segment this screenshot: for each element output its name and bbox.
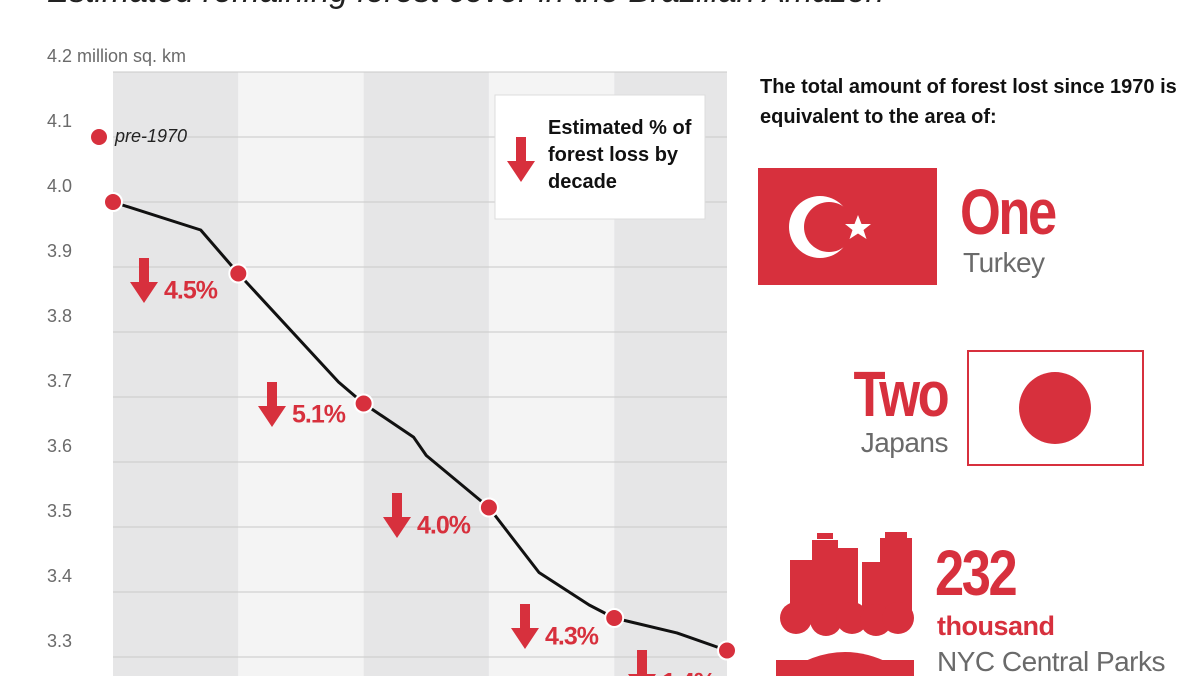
decade-marker bbox=[228, 263, 249, 284]
decade-band bbox=[238, 72, 364, 676]
decade-band bbox=[113, 72, 239, 676]
pre-1970-marker bbox=[91, 129, 107, 145]
y-tick-label: 3.4 bbox=[47, 566, 72, 586]
comparison-scale: thousand bbox=[937, 611, 1055, 641]
y-tick-label: 3.7 bbox=[47, 371, 72, 391]
decade-marker bbox=[103, 192, 123, 212]
decade-marker bbox=[478, 497, 499, 518]
decade-loss: 4.3% bbox=[511, 604, 600, 651]
park-icon bbox=[776, 532, 914, 676]
decade-loss-label: 5.1% bbox=[292, 401, 346, 429]
japan-flag bbox=[967, 350, 1144, 466]
turkey-flag bbox=[758, 168, 937, 285]
y-tick-label: 3.8 bbox=[47, 306, 72, 326]
down-arrow bbox=[258, 382, 286, 427]
y-tick-label: 3.5 bbox=[47, 501, 72, 521]
comparison-unit: Japans bbox=[860, 427, 949, 458]
y-tick-label: 3.6 bbox=[47, 436, 72, 456]
comparison-unit: Turkey bbox=[963, 247, 1045, 278]
decade-loss-label: 4.5% bbox=[164, 277, 218, 305]
chart-title: Estimated remaining forest cover in the … bbox=[47, 0, 884, 9]
y-tick-label: 4.2 million sq. km bbox=[47, 46, 186, 66]
pre-1970-label: pre-1970 bbox=[114, 126, 187, 146]
decade-band bbox=[363, 72, 489, 676]
decade-loss-label: 1.4% bbox=[662, 669, 716, 676]
decade-marker bbox=[717, 640, 737, 661]
decade-marker bbox=[604, 608, 625, 628]
comparison-count: Two bbox=[853, 358, 949, 430]
y-tick-label: 3.9 bbox=[47, 241, 72, 261]
y-tick-label: 4.1 bbox=[47, 111, 72, 131]
decade-loss: 4.5% bbox=[130, 258, 219, 305]
legend-box bbox=[494, 94, 706, 220]
decade-loss-label: 4.3% bbox=[545, 623, 599, 651]
down-arrow bbox=[628, 650, 656, 676]
decade-loss: 1.4% bbox=[628, 650, 717, 676]
comparison-count: 232 bbox=[935, 537, 1018, 609]
legend-text: Estimated % of forest loss by decade bbox=[548, 117, 692, 193]
comparison-unit: NYC Central Parks bbox=[937, 646, 1166, 676]
decade-loss: 4.0% bbox=[383, 493, 472, 540]
y-tick-label: 4.0 bbox=[47, 176, 72, 196]
down-arrow bbox=[511, 604, 539, 649]
comparison-heading: The total amount of forest lost since 19… bbox=[760, 76, 1177, 128]
decade-loss: 5.1% bbox=[258, 382, 347, 429]
down-arrow bbox=[507, 137, 535, 182]
down-arrow bbox=[130, 258, 158, 303]
decade-loss-label: 4.0% bbox=[417, 512, 471, 540]
comparison-count: One bbox=[960, 176, 1057, 248]
down-arrow bbox=[383, 493, 411, 538]
y-tick-label: 3.3 bbox=[47, 631, 72, 651]
decade-marker bbox=[353, 393, 374, 414]
